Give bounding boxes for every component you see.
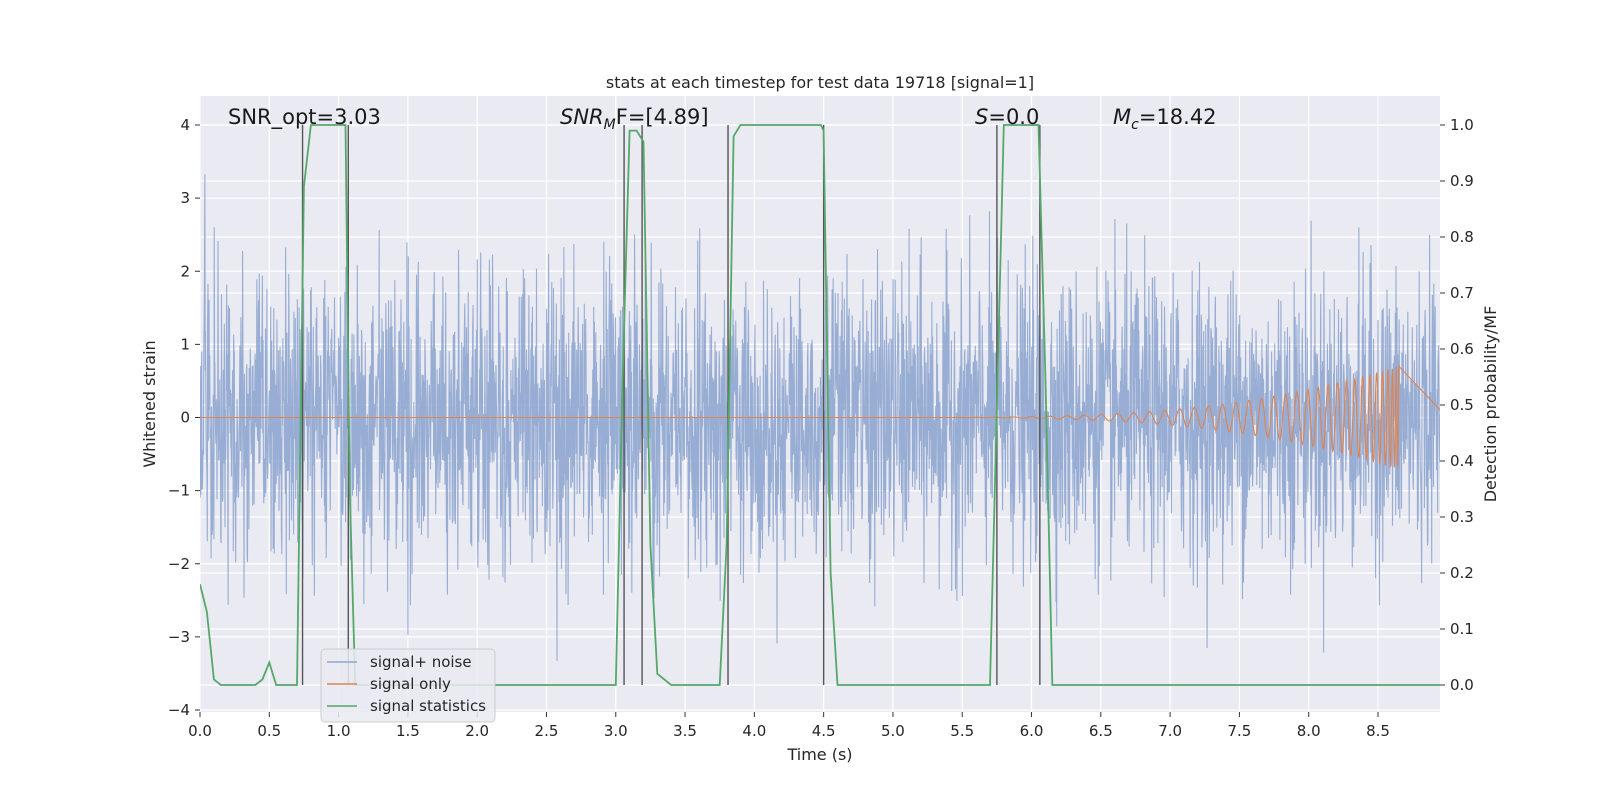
annotation-mc: Mc=18.42 [1113, 105, 1217, 133]
y2-axis-ticks: 1.0 0.9 0.8 0.7 0.6 0.5 0.4 0.3 0.2 0.1 0.0 [1440, 116, 1474, 694]
y-tick-label: −4 [168, 701, 190, 719]
x-tick-label: 0.0 [188, 722, 212, 740]
x-tick-label: 1.5 [396, 722, 420, 740]
y-axis-label: Whitened strain [140, 340, 159, 467]
y2-tick-label: 0.4 [1450, 452, 1474, 470]
signal-statistics-series [200, 124, 1440, 686]
x-tick-label: 0.5 [257, 722, 281, 740]
legend-label-stats: signal statistics [370, 697, 486, 715]
y2-tick-label: 0.9 [1450, 172, 1474, 190]
y-tick-label: −2 [168, 555, 190, 573]
x-tick-label: 3.5 [673, 722, 697, 740]
legend: signal+ noise signal only signal statist… [320, 648, 496, 723]
y2-tick-label: 0.3 [1450, 508, 1474, 526]
annotation-snr-mf-rest: F=[4.89] [616, 105, 709, 129]
chart-title: stats at each timestep for test data 197… [606, 73, 1034, 92]
x-tick-label: 7.5 [1227, 722, 1251, 740]
annotation-s: S=0.0 [975, 105, 1039, 129]
y2-tick-label: 0.5 [1450, 396, 1474, 414]
x-tick-label: 6.0 [1020, 722, 1044, 740]
y2-tick-label: 0.6 [1450, 340, 1474, 358]
y2-tick-label: 0.0 [1450, 676, 1474, 694]
x-tick-label: 8.0 [1297, 722, 1321, 740]
x-tick-label: 5.5 [950, 722, 974, 740]
x-tick-label: 2.5 [535, 722, 559, 740]
legend-box [320, 648, 496, 723]
y-tick-label: 1 [180, 335, 190, 353]
signal-only-series [200, 364, 1440, 468]
x-tick-label: 7.0 [1158, 722, 1182, 740]
annotation-snr-mf-main: SNR [560, 105, 604, 129]
y-tick-label: 0 [180, 409, 190, 427]
x-tick-label: 6.5 [1089, 722, 1113, 740]
annotation-s-main: S [975, 105, 988, 129]
y-axis-ticks: 4 3 2 1 0 −1 −2 −3 −4 [168, 116, 200, 719]
y2-tick-label: 0.1 [1450, 620, 1474, 638]
y-tick-label: −1 [168, 482, 190, 500]
annotation-snr-mf: SNRMF=[4.89] [560, 105, 709, 133]
annotation-mc-sub: c [1131, 117, 1139, 133]
y2-tick-label: 1.0 [1450, 116, 1474, 134]
signal-only-line [200, 364, 1440, 468]
x-tick-label: 8.5 [1366, 722, 1390, 740]
x-axis-label: Time (s) [786, 745, 852, 764]
x-tick-label: 4.5 [812, 722, 836, 740]
y-tick-label: 3 [180, 189, 190, 207]
y-tick-label: −3 [168, 628, 190, 646]
x-tick-label: 4.0 [742, 722, 766, 740]
annotation-s-rest: =0.0 [988, 105, 1039, 129]
y-tick-label: 2 [180, 262, 190, 280]
y2-tick-label: 0.7 [1450, 284, 1474, 302]
y-tick-label: 4 [180, 116, 190, 134]
legend-label-signal: signal only [370, 675, 451, 693]
signal-statistics-line [200, 124, 1440, 686]
annotation-mc-rest: =18.42 [1139, 105, 1217, 129]
annotation-mc-main: M [1113, 105, 1131, 129]
x-tick-label: 2.0 [465, 722, 489, 740]
legend-label-noise: signal+ noise [370, 653, 472, 671]
y2-tick-label: 0.8 [1450, 228, 1474, 246]
x-tick-label: 5.0 [881, 722, 905, 740]
x-axis-ticks: 0.0 0.5 1.0 1.5 2.0 2.5 3.0 3.5 4.0 4.5 5.0 5.5 6.0 6… [188, 712, 1390, 740]
y2-axis-label: Detection probability/MF [1481, 306, 1500, 503]
y2-tick-label: 0.2 [1450, 564, 1474, 582]
x-tick-label: 3.0 [604, 722, 628, 740]
annotation-snr-opt: SNR_opt=3.03 [228, 105, 381, 130]
annotation-snr-mf-sub: M [604, 117, 616, 133]
x-tick-label: 1.0 [327, 722, 351, 740]
